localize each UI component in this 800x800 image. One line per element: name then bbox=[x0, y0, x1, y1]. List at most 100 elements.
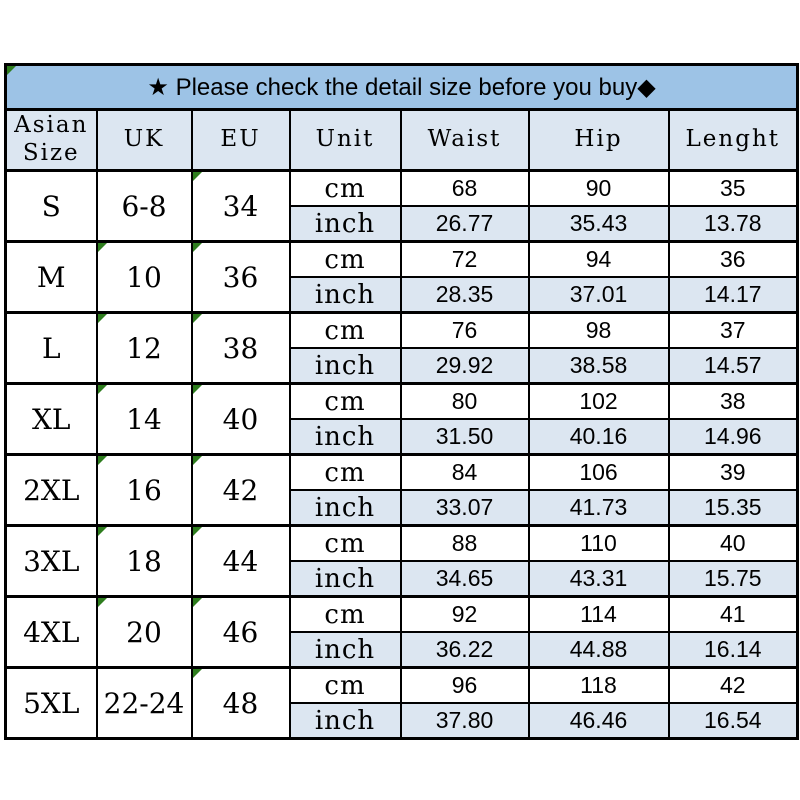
banner-text: ★ Please check the detail size before yo… bbox=[147, 73, 656, 101]
green-corner-marker bbox=[98, 599, 107, 607]
green-corner-marker bbox=[193, 173, 202, 181]
table-row: inch 31.50 40.16 14.96 bbox=[6, 418, 799, 456]
length-value: 35 bbox=[667, 169, 799, 207]
waist-value: 92 bbox=[399, 595, 530, 633]
waist-value: 31.50 bbox=[399, 418, 530, 456]
waist-value: 72 bbox=[399, 240, 530, 278]
eu-size-cell: 42 bbox=[190, 453, 291, 527]
length-value: 16.54 bbox=[667, 702, 799, 740]
length-value: 37 bbox=[667, 311, 799, 349]
asian-size-cell: 2XL bbox=[4, 453, 98, 527]
table-row: 4XL 20 46 cm 92 114 41 bbox=[4, 595, 799, 669]
hip-value: 35.43 bbox=[527, 205, 670, 243]
green-corner-marker bbox=[193, 528, 202, 536]
unit-cell: cm bbox=[288, 311, 402, 349]
unit-cell: inch bbox=[288, 347, 402, 385]
length-value: 16.14 bbox=[667, 631, 799, 669]
asian-size-cell: L bbox=[4, 311, 98, 385]
table-row: inch 28.35 37.01 14.17 bbox=[6, 276, 799, 314]
uk-size-cell: 14 bbox=[95, 382, 193, 456]
length-value: 42 bbox=[667, 666, 799, 704]
hip-value: 38.58 bbox=[527, 347, 670, 385]
length-value: 15.35 bbox=[667, 489, 799, 527]
green-corner-marker bbox=[98, 244, 107, 252]
eu-size-cell: 48 bbox=[190, 666, 291, 740]
unit-cell: inch bbox=[288, 276, 402, 314]
hip-value: 46.46 bbox=[527, 702, 670, 740]
length-value: 13.78 bbox=[667, 205, 799, 243]
table-row: XL 14 40 cm 80 102 38 bbox=[4, 382, 799, 456]
length-value: 39 bbox=[667, 453, 799, 491]
uk-size-cell: 22-24 bbox=[95, 666, 193, 740]
unit-cell: cm bbox=[288, 666, 402, 704]
waist-value: 68 bbox=[399, 169, 530, 207]
uk-size-cell: 10 bbox=[95, 240, 193, 314]
waist-value: 34.65 bbox=[399, 560, 530, 598]
table-row: L 12 38 cm 76 98 37 bbox=[4, 311, 799, 385]
unit-cell: cm bbox=[288, 453, 402, 491]
uk-size-cell: 16 bbox=[95, 453, 193, 527]
green-corner-marker bbox=[193, 670, 202, 678]
column-header-asian-size: Asian Size bbox=[4, 108, 98, 172]
green-corner-marker bbox=[193, 315, 202, 323]
column-header-eu: EU bbox=[190, 108, 291, 172]
hip-value: 102 bbox=[527, 382, 670, 420]
banner-title: ★ Please check the detail size before yo… bbox=[4, 63, 799, 111]
table-row: M 10 36 cm 72 94 36 bbox=[4, 240, 799, 314]
unit-cell: cm bbox=[288, 524, 402, 562]
asian-size-cell: 4XL bbox=[4, 595, 98, 669]
table-row: inch 34.65 43.31 15.75 bbox=[6, 560, 799, 598]
length-value: 41 bbox=[667, 595, 799, 633]
length-value: 15.75 bbox=[667, 560, 799, 598]
table-row: 2XL 16 42 cm 84 106 39 bbox=[4, 453, 799, 527]
hip-value: 94 bbox=[527, 240, 670, 278]
unit-cell: inch bbox=[288, 205, 402, 243]
uk-size-cell: 12 bbox=[95, 311, 193, 385]
column-header-waist: Waist bbox=[399, 108, 530, 172]
uk-size-cell: 20 bbox=[95, 595, 193, 669]
unit-cell: cm bbox=[288, 169, 402, 207]
hip-value: 40.16 bbox=[527, 418, 670, 456]
table-row: inch 36.22 44.88 16.14 bbox=[6, 631, 799, 669]
hip-value: 114 bbox=[527, 595, 670, 633]
column-header-hip: Hip bbox=[527, 108, 670, 172]
uk-size-cell: 18 bbox=[95, 524, 193, 598]
green-corner-marker bbox=[98, 457, 107, 465]
hip-value: 118 bbox=[527, 666, 670, 704]
unit-cell: cm bbox=[288, 240, 402, 278]
waist-value: 26.77 bbox=[399, 205, 530, 243]
waist-value: 88 bbox=[399, 524, 530, 562]
uk-size-cell: 6-8 bbox=[95, 169, 193, 243]
asian-size-cell: 5XL bbox=[4, 666, 98, 740]
length-value: 36 bbox=[667, 240, 799, 278]
green-corner-marker bbox=[193, 599, 202, 607]
waist-value: 36.22 bbox=[399, 631, 530, 669]
green-corner-marker bbox=[98, 315, 107, 323]
waist-value: 28.35 bbox=[399, 276, 530, 314]
asian-size-cell: M bbox=[4, 240, 98, 314]
waist-value: 33.07 bbox=[399, 489, 530, 527]
column-header-lenght: Lenght bbox=[667, 108, 799, 172]
eu-size-cell: 40 bbox=[190, 382, 291, 456]
table-row: inch 33.07 41.73 15.35 bbox=[6, 489, 799, 527]
table-row: inch 29.92 38.58 14.57 bbox=[6, 347, 799, 385]
green-corner-marker bbox=[193, 386, 202, 394]
green-corner-marker bbox=[98, 386, 107, 394]
unit-cell: inch bbox=[288, 418, 402, 456]
unit-cell: inch bbox=[288, 489, 402, 527]
unit-cell: inch bbox=[288, 631, 402, 669]
asian-size-cell: XL bbox=[4, 382, 98, 456]
green-corner-marker bbox=[98, 528, 107, 536]
asian-size-cell: 3XL bbox=[4, 524, 98, 598]
eu-size-cell: 34 bbox=[190, 169, 291, 243]
size-chart-sheet: ★ Please check the detail size before yo… bbox=[4, 63, 800, 740]
hip-value: 44.88 bbox=[527, 631, 670, 669]
table-row: inch 37.80 46.46 16.54 bbox=[6, 702, 799, 740]
green-corner-marker bbox=[193, 244, 202, 252]
waist-value: 96 bbox=[399, 666, 530, 704]
length-value: 14.17 bbox=[667, 276, 799, 314]
size-chart-table: ★ Please check the detail size before yo… bbox=[4, 63, 800, 740]
asian-size-cell: S bbox=[4, 169, 98, 243]
column-header-uk: UK bbox=[95, 108, 193, 172]
length-value: 38 bbox=[667, 382, 799, 420]
